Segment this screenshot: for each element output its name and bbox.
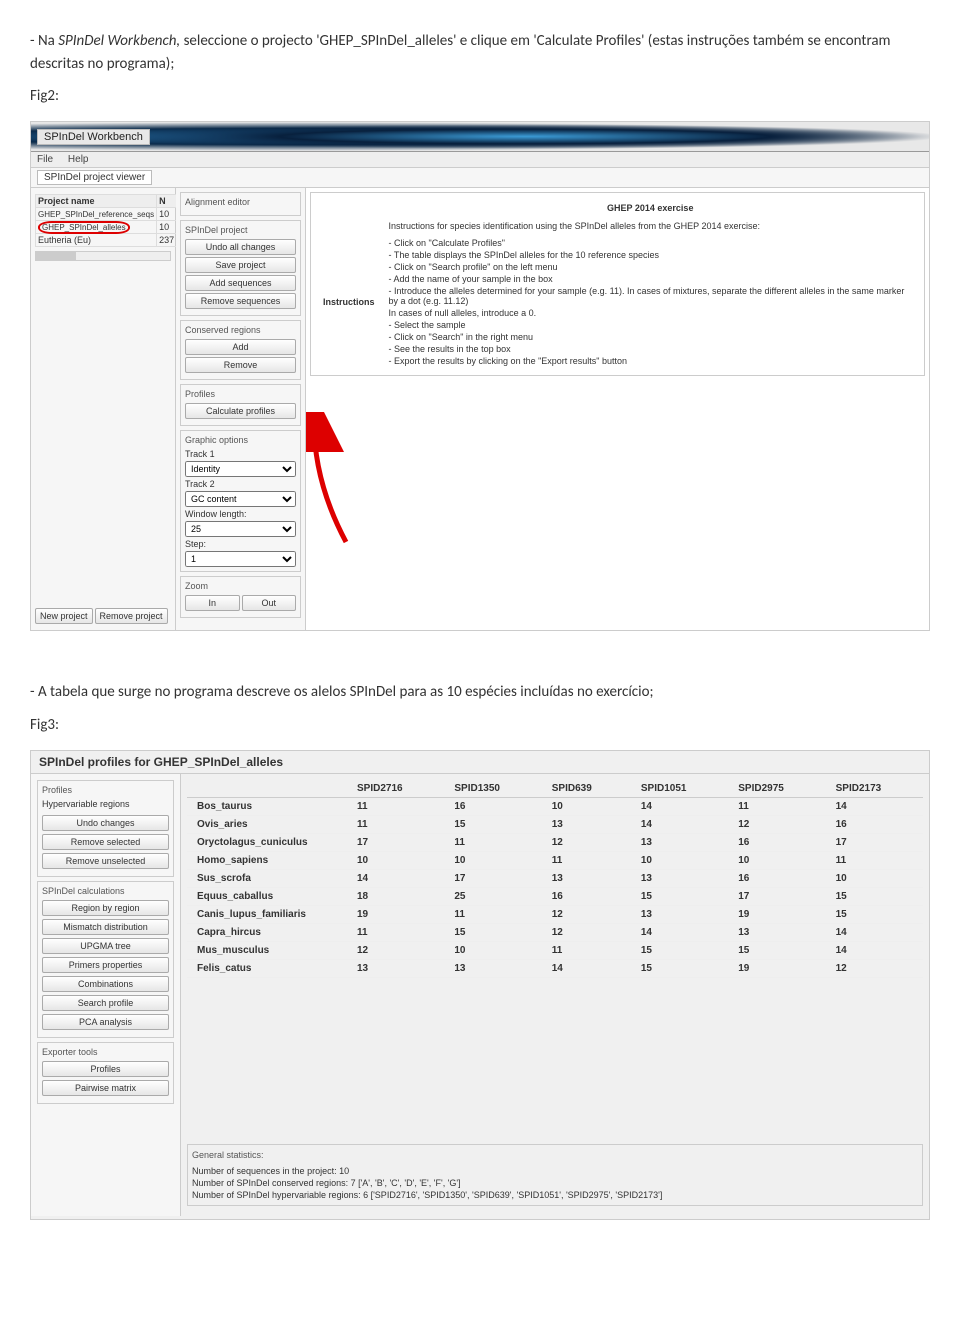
table-row[interactable]: Homo_sapiens101011101011 [187, 851, 923, 869]
table-row[interactable]: Sus_scrofa141713131610 [187, 869, 923, 887]
menubar: File Help [31, 152, 929, 168]
remove-region-button[interactable]: Remove [185, 357, 296, 373]
pairwise-matrix-button[interactable]: Pairwise matrix [42, 1080, 169, 1096]
project-row-selected[interactable]: GHEP_SPInDel_alleles 10 118 [36, 221, 198, 234]
remove-sequences-button[interactable]: Remove sequences [185, 293, 296, 309]
zoom-out-button[interactable]: Out [242, 595, 297, 611]
alignment-editor-group: Alignment editor [180, 192, 301, 216]
instructions-lines: - Click on "Calculate Profiles" - The ta… [383, 235, 918, 369]
add-region-button[interactable]: Add [185, 339, 296, 355]
tabstrip: SPInDel project viewer [31, 168, 929, 188]
combinations-button[interactable]: Combinations [42, 976, 169, 992]
track2-select[interactable]: GC content [185, 491, 296, 507]
remove-selected-button[interactable]: Remove selected [42, 834, 169, 850]
stats-panel: General statistics: Number of sequences … [187, 1144, 923, 1210]
fig3-screenshot: SPInDel profiles for GHEP_SPInDel_allele… [30, 750, 930, 1220]
titlebar: SPInDel Workbench [31, 122, 929, 152]
menu-help[interactable]: Help [68, 154, 89, 165]
table-row[interactable]: Oryctolagus_cuniculus171112131617 [187, 833, 923, 851]
table-row[interactable]: Ovis_aries111513141216 [187, 815, 923, 833]
instructions-lead: Instructions for species identification … [383, 219, 918, 233]
undo-all-button[interactable]: Undo all changes [185, 239, 296, 255]
conserved-regions-group: Conserved regions Add Remove [180, 320, 301, 380]
h-scrollbar[interactable] [35, 251, 171, 261]
project-table: Project name N Len GHEP_SPInDel_referenc… [35, 194, 198, 247]
controls-panel: Alignment editor SPInDel project Undo al… [176, 188, 306, 631]
fig3-label: Fig3: [0, 710, 960, 742]
instructions-title: GHEP 2014 exercise [383, 199, 918, 217]
step-select[interactable]: 1 [185, 551, 296, 567]
primers-properties-button[interactable]: Primers properties [42, 957, 169, 973]
zoom-in-button[interactable]: In [185, 595, 240, 611]
upgma-tree-button[interactable]: UPGMA tree [42, 938, 169, 954]
spindel-project-group: SPInDel project Undo all changes Save pr… [180, 220, 301, 316]
save-project-button[interactable]: Save project [185, 257, 296, 273]
calculations-group: SPInDel calculations Region by region Mi… [37, 881, 174, 1038]
remove-unselected-button[interactable]: Remove unselected [42, 853, 169, 869]
fig2-label: Fig2: [0, 81, 960, 113]
table-row[interactable]: Capra_hircus111512141314 [187, 923, 923, 941]
tab-project-viewer[interactable]: SPInDel project viewer [37, 170, 152, 185]
project-row[interactable]: Eutheria (Eu) 237 343 [36, 234, 198, 247]
p1-em: SPInDel Workbench, [58, 32, 180, 50]
allele-table: SPID2716 SPID1350 SPID639 SPID1051 SPID2… [187, 780, 923, 978]
fig3-window-title: SPInDel profiles for GHEP_SPInDel_allele… [31, 751, 929, 774]
table-row[interactable]: Equus_caballus182516151715 [187, 887, 923, 905]
calculate-profiles-button[interactable]: Calculate profiles [185, 403, 296, 419]
profiles-group: Profiles Hypervariable regions Undo chan… [37, 780, 174, 877]
fig2-screenshot: SPInDel Workbench File Help SPInDel proj… [30, 121, 930, 631]
table-row[interactable]: Canis_lupus_familiaris191112131915 [187, 905, 923, 923]
region-by-region-button[interactable]: Region by region [42, 900, 169, 916]
menu-file[interactable]: File [37, 154, 53, 165]
paragraph-1: - Na SPInDel Workbench, seleccione o pro… [0, 0, 960, 81]
stats-line-3: Number of SPInDel hypervariable regions:… [192, 1189, 918, 1201]
p1-prefix: - Na [30, 32, 58, 50]
table-row[interactable]: Mus_musculus121011151514 [187, 941, 923, 959]
track1-select[interactable]: Identity [185, 461, 296, 477]
table-row[interactable]: Felis_catus131314151912 [187, 959, 923, 977]
fig3-left-panel: Profiles Hypervariable regions Undo chan… [31, 774, 181, 1216]
project-row[interactable]: GHEP_SPInDel_reference_seqs 10 287 [36, 208, 198, 221]
instructions-label: Instructions [317, 235, 381, 369]
fig3-right-panel: SPID2716 SPID1350 SPID639 SPID1051 SPID2… [181, 774, 929, 1216]
window-title: SPInDel Workbench [37, 129, 150, 145]
undo-changes-button[interactable]: Undo changes [42, 815, 169, 831]
table-row[interactable]: Bos_taurus111610141114 [187, 797, 923, 815]
zoom-group: Zoom In Out [180, 576, 301, 618]
paragraph-2: - A tabela que surge no programa descrev… [0, 651, 960, 710]
pca-analysis-button[interactable]: PCA analysis [42, 1014, 169, 1030]
stats-line-1: Number of sequences in the project: 10 [192, 1165, 918, 1177]
new-project-button[interactable]: New project [35, 608, 93, 624]
project-list-panel: Project name N Len GHEP_SPInDel_referenc… [31, 188, 176, 631]
hypervariable-label: Hypervariable regions [42, 799, 169, 809]
add-sequences-button[interactable]: Add sequences [185, 275, 296, 291]
exporter-group: Exporter tools Profiles Pairwise matrix [37, 1042, 174, 1104]
search-profile-button[interactable]: Search profile [42, 995, 169, 1011]
col-n: N [157, 195, 177, 208]
export-profiles-button[interactable]: Profiles [42, 1061, 169, 1077]
selected-project-highlight: GHEP_SPInDel_alleles [38, 221, 130, 234]
instructions-panel: GHEP 2014 exercise Instructions for spec… [306, 188, 929, 631]
graphic-options-group: Graphic options Track 1 Identity Track 2… [180, 430, 301, 572]
mismatch-distribution-button[interactable]: Mismatch distribution [42, 919, 169, 935]
profiles-group: Profiles Calculate profiles [180, 384, 301, 426]
stats-line-2: Number of SPInDel conserved regions: 7 [… [192, 1177, 918, 1189]
col-projectname: Project name [36, 195, 157, 208]
window-length-select[interactable]: 25 [185, 521, 296, 537]
remove-project-button[interactable]: Remove project [95, 608, 168, 624]
